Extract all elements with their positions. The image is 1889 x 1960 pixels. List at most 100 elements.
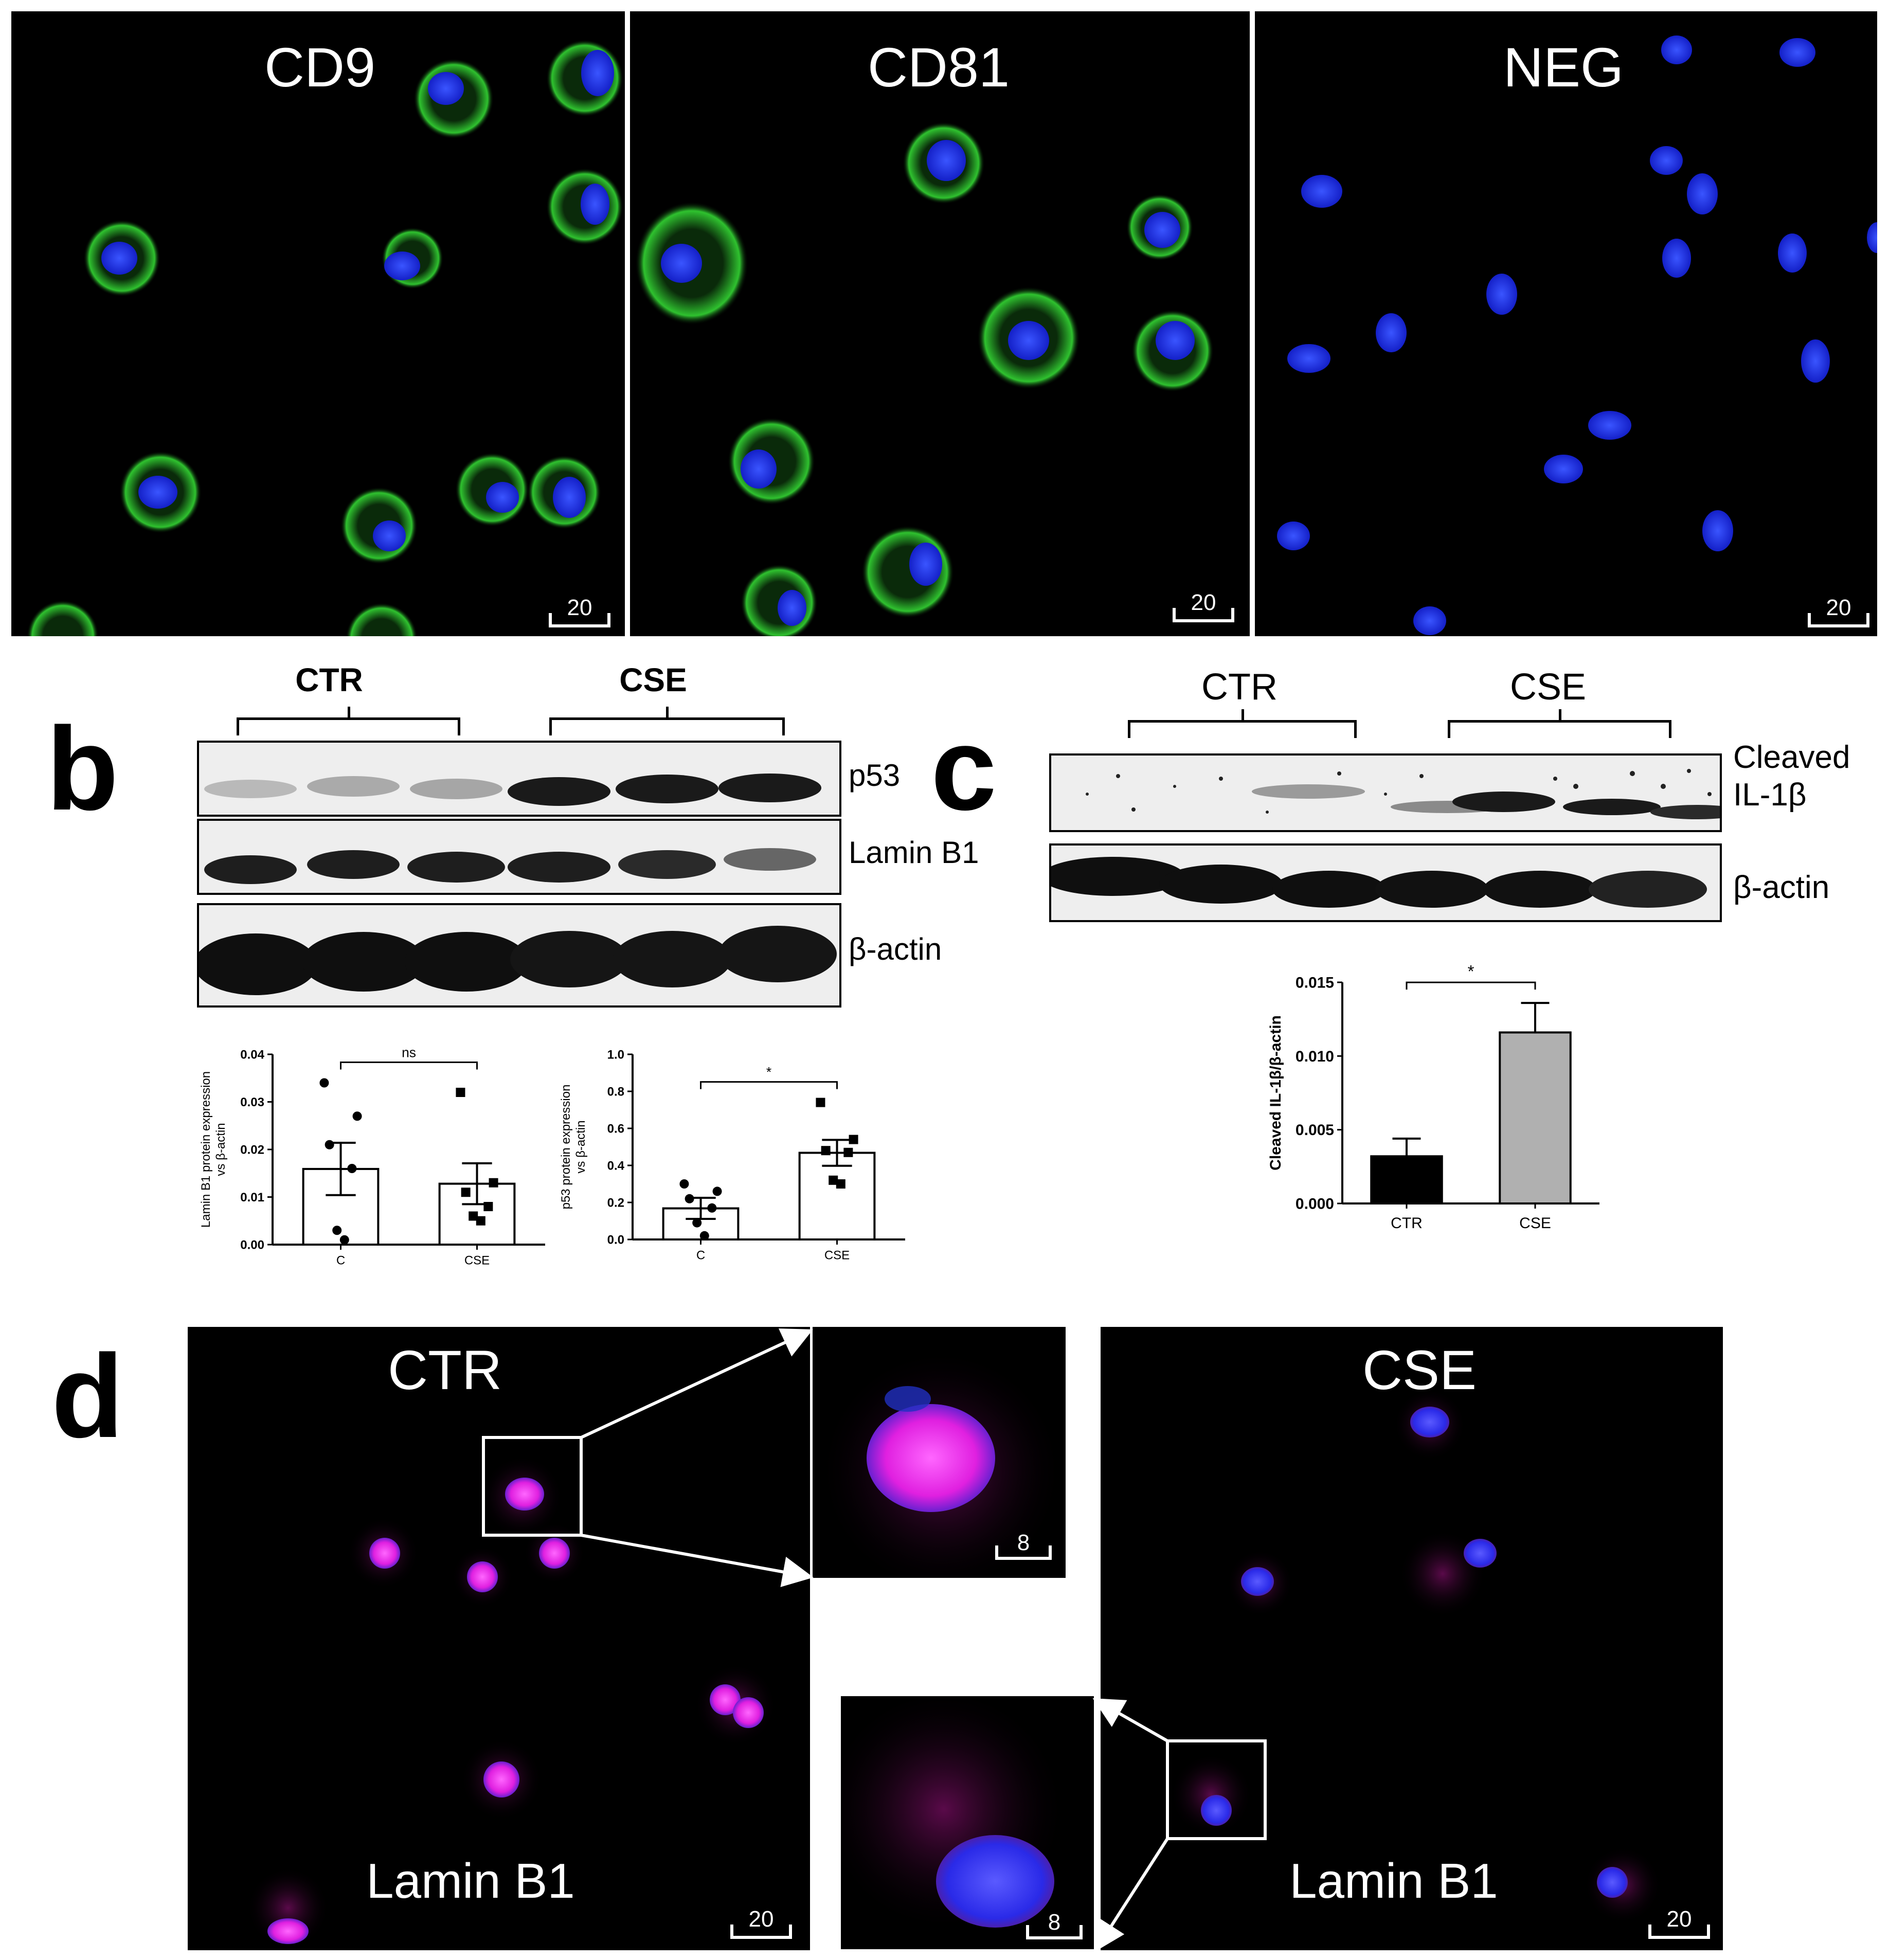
data-point <box>469 1211 478 1221</box>
data-point <box>476 1216 485 1226</box>
blot-beta-actin-b <box>197 903 841 1008</box>
group-label-cse: CSE <box>1509 667 1587 708</box>
x-tick-label: CSE <box>824 1248 850 1262</box>
x-tick-label: CTR <box>1391 1215 1423 1232</box>
chart-svg: 0.000 0.005 0.010 0.015 Cleaved IL-1β/β-acti… <box>1267 962 1599 1232</box>
data-point <box>692 1218 702 1228</box>
y-tick-label: 0.02 <box>240 1143 264 1157</box>
data-point <box>836 1179 845 1189</box>
data-point <box>707 1203 717 1213</box>
y-tick-label: 0.0 <box>607 1233 624 1247</box>
y-tick-label: 0.04 <box>240 1048 264 1062</box>
y-tick-label: 0.015 <box>1296 975 1334 992</box>
data-point <box>843 1147 853 1157</box>
data-point <box>489 1178 498 1188</box>
band-label: β-actin <box>849 932 942 966</box>
micrograph-ctr: CTR Lamin B1 20 <box>188 1327 810 1950</box>
image-title: CTR <box>388 1339 502 1401</box>
band-label: p53 <box>849 758 901 793</box>
y-tick-label: 1.0 <box>607 1048 624 1062</box>
blot-lamin-b1 <box>197 819 841 895</box>
y-axis-label: vs β-actin <box>214 1123 228 1176</box>
significance-label: * <box>766 1065 771 1080</box>
significance-bracket <box>1406 981 1536 990</box>
data-point <box>339 1235 349 1245</box>
chart-il1b: 0.000 0.005 0.010 0.015 Cleaved IL-1β/β-acti… <box>1250 946 1620 1245</box>
chart-p53: 0.0 0.2 0.4 0.6 0.8 1.0 p53 protein expression… <box>555 1039 926 1275</box>
scale-bar: 20 <box>1648 1908 1710 1939</box>
inset-cse: 8 <box>841 1696 1094 1949</box>
y-tick-label: 0.6 <box>607 1122 624 1136</box>
band-label: Lamin B1 <box>849 835 979 870</box>
data-point <box>456 1088 465 1097</box>
scale-bar: 20 <box>730 1908 792 1939</box>
cell-cluster <box>1170 1389 1661 1923</box>
data-point <box>679 1179 689 1189</box>
inset-ctr: 8 <box>813 1327 1066 1578</box>
micrograph-cse: CSE Lamin B1 20 <box>1101 1327 1723 1950</box>
blot-p53 <box>197 741 841 817</box>
cell-cluster <box>27 40 623 636</box>
data-point <box>712 1186 722 1196</box>
nuclei-cluster <box>1277 35 1877 635</box>
micrograph-cd9: CD9 20 <box>11 11 625 636</box>
band-label: β-actin <box>1733 870 1830 905</box>
scale-bar: 8 <box>1026 1911 1083 1939</box>
stain-label: Lamin B1 <box>366 1854 575 1909</box>
y-tick-label: 0.005 <box>1296 1122 1334 1139</box>
scale-bar: 20 <box>549 597 610 627</box>
data-point <box>319 1078 329 1088</box>
scale-bar: 20 <box>1173 591 1234 622</box>
y-tick-label: 0.2 <box>607 1196 624 1210</box>
y-tick-label: 0.000 <box>1296 1196 1334 1213</box>
data-point <box>332 1226 342 1235</box>
group-label-cse: CSE <box>619 661 687 698</box>
group-label-ctr: CTR <box>295 661 363 698</box>
data-point <box>829 1175 838 1185</box>
bands <box>204 848 816 884</box>
data-point <box>461 1188 471 1197</box>
chart-lamin-b1: 0.00 0.01 0.02 0.03 0.04 Lamin B1 protein exp… <box>195 1039 566 1275</box>
panel-letter-d: d <box>51 1330 124 1462</box>
band-label: IL-1β <box>1733 777 1807 813</box>
micrograph-neg: NEG 20 <box>1255 11 1877 636</box>
group-label-ctr: CTR <box>1201 667 1278 708</box>
image-title: CD81 <box>867 36 1010 98</box>
x-tick-label: C <box>696 1248 705 1262</box>
x-tick-label: CSE <box>1519 1215 1551 1232</box>
image-title: NEG <box>1503 36 1624 98</box>
significance-bracket <box>700 1081 838 1089</box>
blot-cleaved-il1b <box>1049 753 1722 832</box>
data-point <box>849 1135 858 1144</box>
stain-label: Lamin B1 <box>1289 1854 1498 1909</box>
data-point <box>699 1231 709 1240</box>
y-tick-label: 0.010 <box>1296 1048 1334 1065</box>
cell-cluster <box>635 122 1214 636</box>
y-tick-label: 0.00 <box>240 1238 264 1252</box>
y-axis-label: Lamin B1 protein expression <box>199 1071 213 1228</box>
scale-bar: 20 <box>1808 597 1869 627</box>
y-axis-label: vs β-actin <box>574 1120 588 1173</box>
bar <box>798 1152 876 1240</box>
bands <box>1051 857 1707 908</box>
micrograph-cd81: CD81 20 <box>630 11 1250 636</box>
zoom-box <box>1166 1739 1267 1840</box>
data-point <box>347 1164 357 1173</box>
band-label: Cleaved <box>1733 740 1850 775</box>
panel-letter-c: c <box>931 703 997 835</box>
speckles <box>1086 769 1712 814</box>
image-title: CSE <box>1362 1339 1477 1401</box>
data-point <box>816 1098 825 1107</box>
bracket <box>1128 709 1357 738</box>
significance-label: ns <box>402 1045 416 1060</box>
data-point <box>352 1111 362 1121</box>
image-title: CD9 <box>264 36 376 98</box>
cell-cluster <box>247 1455 777 1949</box>
significance-bracket <box>340 1062 478 1070</box>
data-point <box>685 1194 694 1203</box>
bracket <box>549 707 785 735</box>
blot-beta-actin-c <box>1049 843 1722 922</box>
bracket <box>237 707 460 735</box>
y-tick-label: 0.03 <box>240 1095 264 1109</box>
